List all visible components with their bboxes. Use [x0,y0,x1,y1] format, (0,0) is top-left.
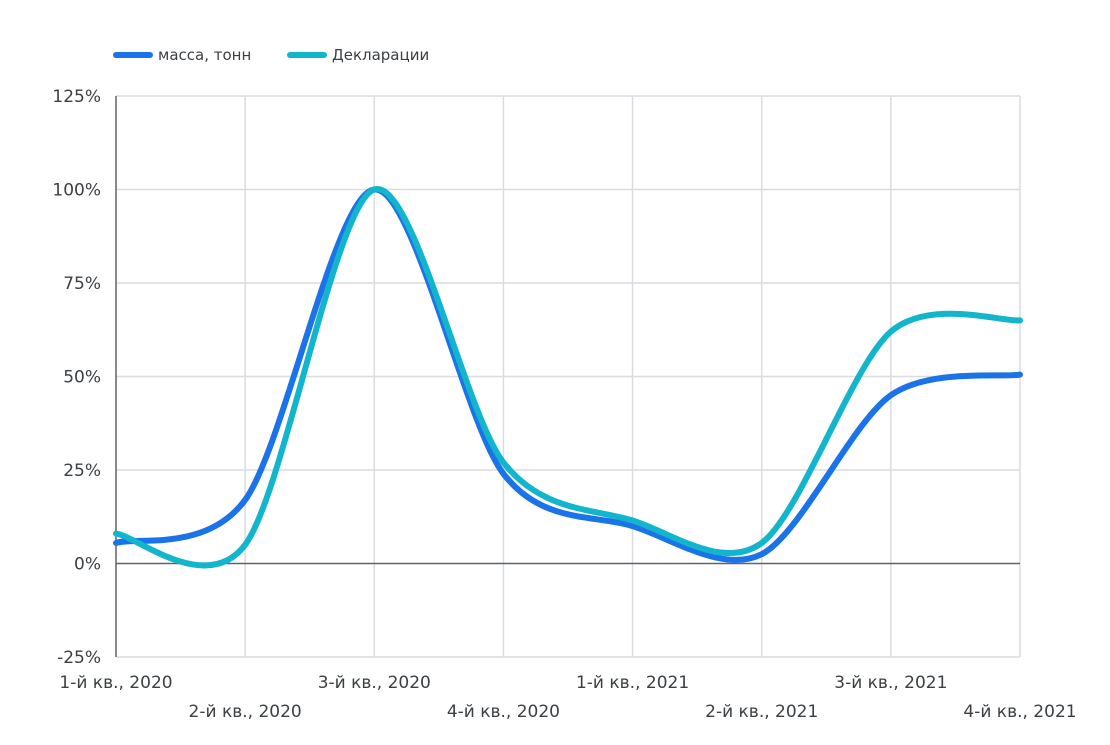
y-tick-label: 100% [52,181,101,201]
y-tick-label: -25% [57,648,101,668]
legend: масса, тонн Декларации [113,46,429,64]
x-tick-label: 3-й кв., 2021 [834,673,947,693]
chart-grid [116,95,1021,658]
y-tick-label: 75% [63,274,101,294]
y-tick-label: 25% [63,461,101,481]
x-axis: 1-й кв., 2020 2-й кв., 2020 3-й кв., 2020 4… [59,673,1076,722]
series-line-1 [113,186,1023,563]
series-lines [113,186,1023,569]
y-tick-label: 0% [74,555,101,575]
x-tick-label: 2-й кв., 2021 [705,702,818,722]
y-axis: -25% 0% 25% 50% 75% 100% 125% [52,87,117,668]
series-line-2 [113,186,1023,569]
legend-label-1: масса, тонн [158,46,251,64]
x-tick-label: 3-й кв., 2020 [318,673,431,693]
y-tick-label: 125% [52,87,101,107]
x-tick-label: 1-й кв., 2020 [59,673,172,693]
legend-label-2: Декларации [332,46,429,64]
y-tick-label: 50% [63,368,101,388]
x-tick-label: 4-й кв., 2020 [447,702,560,722]
x-tick-label: 2-й кв., 2020 [189,702,302,722]
x-tick-label: 1-й кв., 2021 [576,673,689,693]
x-tick-label: 4-й кв., 2021 [963,702,1076,722]
